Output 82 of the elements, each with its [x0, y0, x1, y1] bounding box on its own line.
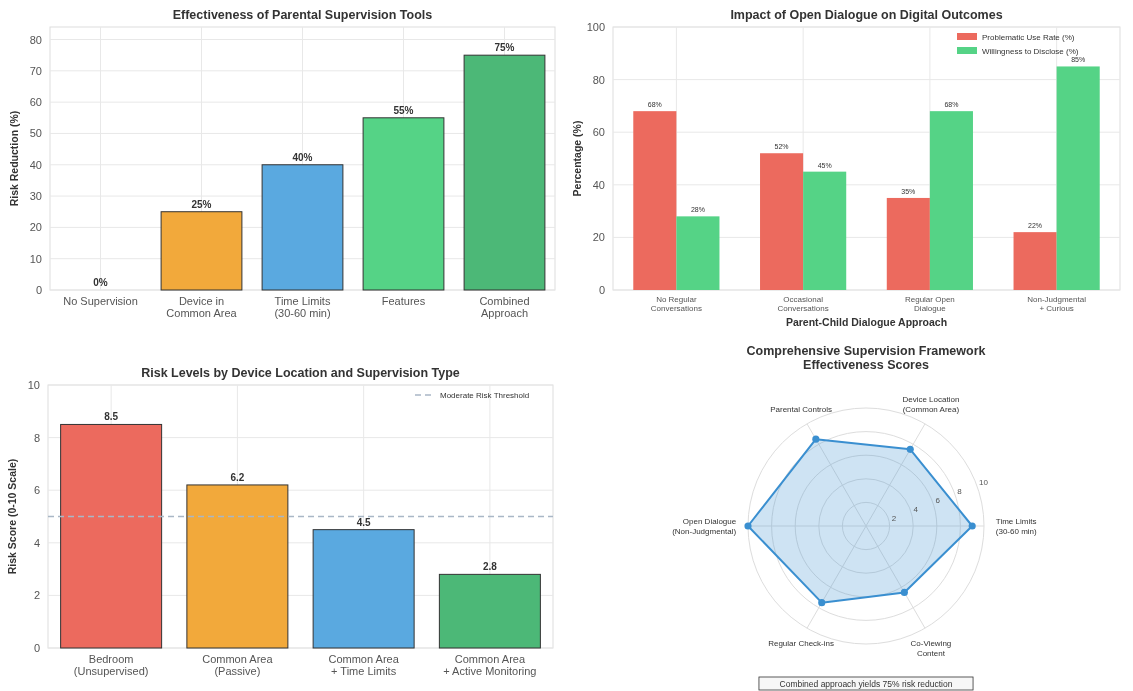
data-label: 0% — [93, 277, 108, 288]
bar — [760, 153, 804, 290]
spoke-label: Open Dialogue (Non-Judgmental) — [672, 517, 737, 536]
text: Combined approach yields 75% risk reduction — [779, 679, 953, 689]
data-label: 8.5 — [104, 411, 119, 423]
y-tick-label: 50 — [29, 127, 42, 140]
y-tick-label: 0 — [598, 284, 605, 296]
spoke-label: Time Limits (30-60 min) — [995, 517, 1038, 536]
y-tick-label: 4 — [913, 504, 919, 514]
x-axis-title: Parent-Child Dialogue Approach — [785, 316, 948, 328]
legend-label: Willingness to Disclose (%) — [982, 47, 1079, 56]
bar — [261, 164, 344, 291]
x-tick-label: Device in Common Area — [166, 295, 238, 319]
y-tick-label: 2 — [891, 513, 897, 523]
y-tick-label: 10 — [29, 252, 42, 265]
legend-label: Problematic Use Rate (%) — [982, 33, 1075, 42]
bar — [929, 111, 973, 290]
bar — [633, 111, 677, 290]
bar — [803, 171, 847, 290]
data-label: 55% — [393, 104, 414, 116]
x-tick-label: Combined Approach — [479, 295, 530, 319]
y-tick-label: 6 — [33, 484, 40, 497]
data-label: 40% — [292, 151, 313, 163]
spoke-label: Regular Check-ins — [768, 639, 835, 649]
bar — [676, 216, 720, 290]
data-label: 6.2 — [230, 471, 245, 483]
y-tick-label: 70 — [29, 64, 42, 77]
bar — [886, 197, 930, 290]
y-tick-label: 2 — [33, 589, 40, 602]
x-tick-label: Features — [381, 295, 426, 307]
y-axis-title: Risk Reduction (%) — [8, 110, 20, 207]
x-tick-label: Common Area + Active Monitoring — [443, 653, 537, 677]
bar — [463, 54, 546, 291]
y-tick-label: 60 — [592, 126, 605, 139]
y-tick-label: 100 — [586, 21, 605, 33]
bar — [186, 484, 289, 649]
spoke-label: Parental Controls — [770, 404, 833, 414]
y-tick-label: 80 — [29, 33, 42, 46]
y-tick-label: 20 — [29, 221, 42, 234]
y-tick-label: 8 — [957, 486, 963, 496]
data-label: 75% — [494, 42, 515, 54]
y-tick-label: 80 — [592, 73, 605, 86]
data-label: 2.8 — [482, 561, 498, 573]
chart-title: Impact of Open Dialogue on Digital Outcomes — [730, 8, 1003, 22]
x-tick-label: Common Area + Time Limits — [328, 653, 400, 677]
y-tick-label: 60 — [29, 96, 42, 109]
y-tick-label: 0 — [35, 284, 42, 296]
y-tick-label: 6 — [935, 495, 941, 505]
data-label: 25% — [191, 198, 212, 210]
y-axis-title: Risk Score (0-10 Scale) — [6, 458, 18, 575]
y-tick-label: 40 — [29, 158, 42, 171]
spoke-label: Co-Viewing Content — [910, 639, 952, 659]
legend-label: Moderate Risk Threshold — [440, 391, 530, 400]
x-tick-label: Common Area (Passive) — [202, 653, 274, 677]
x-tick-label: No Regular Conversations — [650, 295, 702, 313]
y-tick-label: 0 — [33, 642, 40, 654]
x-tick-label: Regular Open Dialogue — [904, 295, 955, 313]
chart-title: Comprehensive Supervision Framework Effectiveness Scores — [746, 344, 986, 372]
x-tick-label: Occasional Conversations — [777, 295, 829, 313]
bar — [312, 529, 415, 649]
y-tick-label: 20 — [592, 231, 605, 244]
bar — [1056, 66, 1100, 290]
y-tick-label: 10 — [27, 379, 40, 391]
y-axis-title: Percentage (%) — [571, 120, 583, 197]
data-label: 4.5 — [356, 516, 372, 528]
y-tick-label: 40 — [592, 178, 605, 191]
bar — [1013, 232, 1057, 290]
x-tick-label: Time Limits (30-60 min) — [274, 295, 331, 319]
y-tick-label: 10 — [979, 477, 989, 487]
y-tick-label: 4 — [33, 536, 40, 549]
bar — [438, 573, 541, 649]
chart-title: Effectiveness of Parental Supervision Tools — [172, 8, 433, 22]
spoke-label: Device Location (Common Area) — [902, 394, 960, 414]
chart-title: Risk Levels by Device Location and Supervision Type — [141, 366, 460, 380]
y-tick-label: 8 — [33, 431, 40, 444]
y-tick-label: 30 — [29, 190, 42, 203]
x-tick-label: No Supervision — [63, 295, 138, 307]
bar — [60, 423, 163, 649]
x-tick-label: Bedroom (Unsupervised) — [73, 653, 149, 677]
bar — [160, 211, 243, 291]
x-tick-label: Non-Judgmental + Curious — [1027, 295, 1087, 313]
bar — [362, 117, 445, 291]
